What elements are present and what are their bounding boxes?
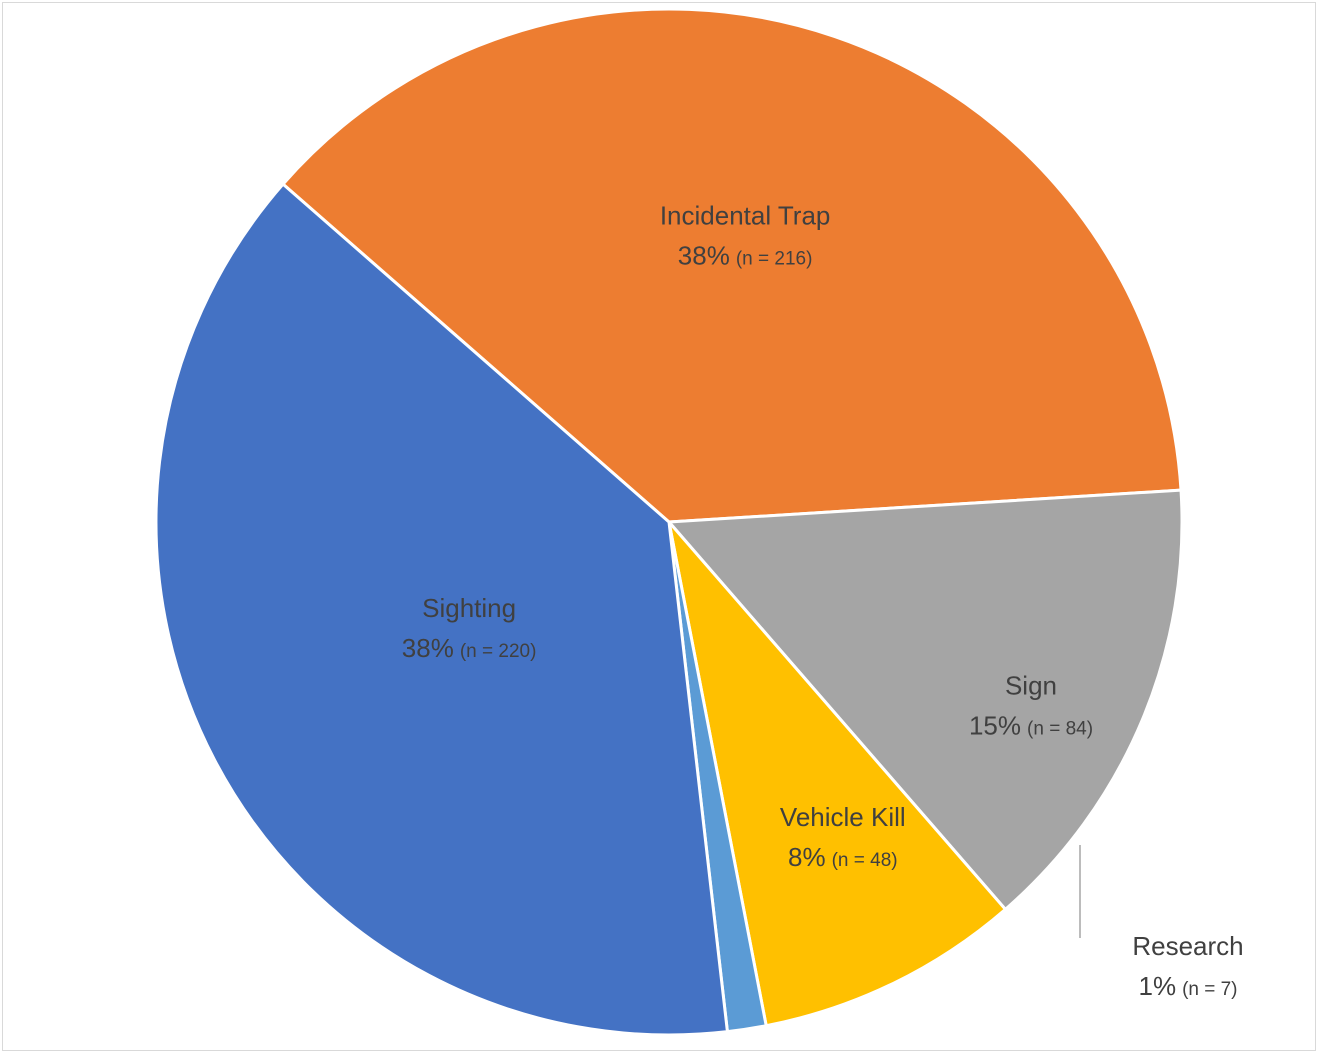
slice-percent-sign: 15% xyxy=(969,710,1021,740)
slice-label-research: Research xyxy=(1132,931,1243,961)
slice-value-vehicle-kill: 8% (n = 48) xyxy=(788,842,898,872)
slice-percent-sighting: 38% xyxy=(402,633,454,663)
slice-value-sign: 15% (n = 84) xyxy=(969,710,1093,740)
pie-slice-sighting xyxy=(154,182,729,1037)
slice-labels: Incidental Trap 38% (n = 216) Sign 15% (n = 8… xyxy=(402,200,1244,1001)
slice-label-vehicle-kill: Vehicle Kill xyxy=(780,802,906,832)
pie-slice-vehicle-kill xyxy=(667,520,1007,1028)
slice-value-research: 1% (n = 7) xyxy=(1138,971,1237,1001)
slice-count-sighting: (n = 220) xyxy=(460,641,537,662)
slice-count-vehicle-kill: (n = 48) xyxy=(832,850,898,871)
slice-percent-incidental-trap: 38% xyxy=(678,240,730,270)
pie-slice-incidental-trap xyxy=(281,7,1183,524)
slice-label-sign: Sign xyxy=(1005,670,1057,700)
slice-label-sighting: Sighting xyxy=(422,593,516,623)
slice-percent-vehicle-kill: 8% xyxy=(788,842,826,872)
slice-count-research: (n = 7) xyxy=(1182,979,1237,1000)
slice-count-incidental-trap: (n = 216) xyxy=(736,248,813,269)
pie-slices xyxy=(154,7,1184,1037)
slice-label-incidental-trap: Incidental Trap xyxy=(660,200,831,230)
pie-slice-sign xyxy=(667,488,1184,911)
slice-value-sighting: 38% (n = 220) xyxy=(402,633,537,663)
slice-percent-research: 1% xyxy=(1138,971,1176,1001)
slice-value-incidental-trap: 38% (n = 216) xyxy=(678,240,813,270)
slice-count-sign: (n = 84) xyxy=(1027,718,1093,739)
